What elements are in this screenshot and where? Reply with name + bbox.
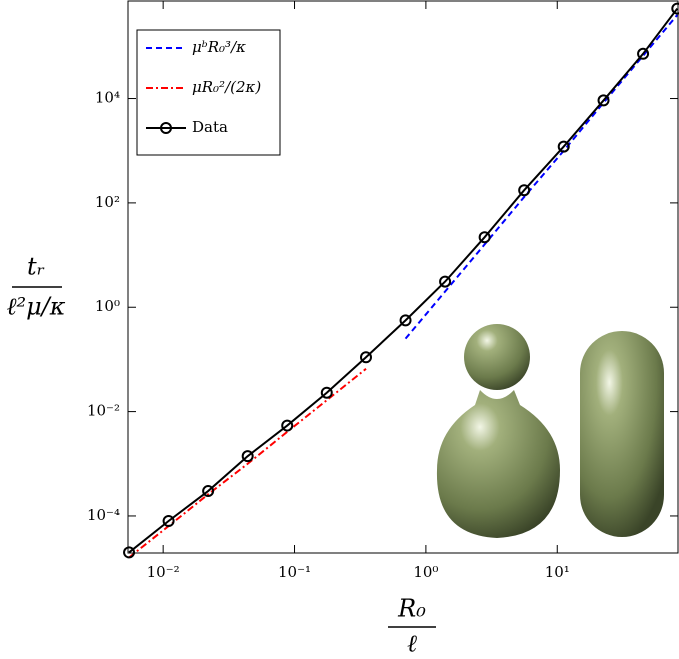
x-label-denominator: ℓ [407,630,417,658]
data-point [439,275,452,288]
data-point [518,184,531,197]
legend-label: μᵇR₀³/κ [192,38,246,56]
data-point [637,47,650,60]
legend-label: Data [192,118,228,136]
legend-marker [160,122,172,134]
y-label-numerator: tᵣ [27,253,45,281]
x-tick-label: 10⁻² [147,563,180,581]
data-point [671,2,679,15]
plot-frame [127,0,679,554]
data-point [162,515,175,528]
legend-label: μR₀²/(2κ) [192,78,261,96]
data-point [202,485,215,498]
data-point [478,231,491,244]
y-tick-label: 10² [95,193,120,211]
data-point [123,546,136,559]
y-tick-label: 10⁻² [87,402,120,420]
data-point [597,94,610,107]
data-point [241,450,254,463]
y-label-denominator: ℓ²μ/κ [6,293,65,321]
x-tick-label: 10⁻¹ [278,563,311,581]
data-point [557,140,570,153]
series-line [404,14,679,340]
x-tick-label: 10¹ [545,563,570,581]
data-point [359,351,372,364]
data-point [399,314,412,327]
y-tick-label: 10⁰ [95,297,120,315]
inset-image [436,324,664,538]
series-line [128,7,679,554]
y-tick-label: 10⁻⁴ [87,506,120,524]
data-point [320,386,333,399]
legend [136,29,281,156]
y-tick-label: 10⁴ [95,89,120,107]
x-tick-label: 10⁰ [413,563,438,581]
x-label-numerator: R₀ [397,595,426,623]
data-point [281,419,294,432]
